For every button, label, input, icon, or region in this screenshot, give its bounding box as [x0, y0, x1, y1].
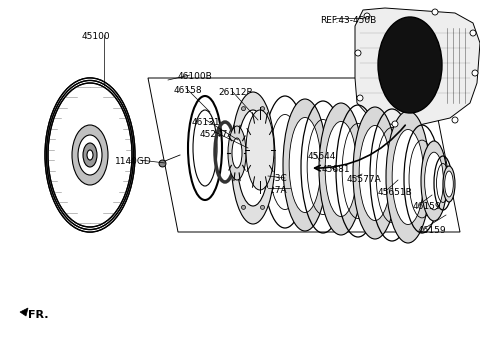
- Text: 46159: 46159: [418, 226, 446, 235]
- Ellipse shape: [289, 118, 321, 213]
- Circle shape: [364, 13, 370, 19]
- Ellipse shape: [392, 129, 424, 225]
- Ellipse shape: [72, 125, 108, 185]
- Ellipse shape: [359, 126, 391, 221]
- Circle shape: [357, 95, 363, 101]
- Circle shape: [261, 107, 264, 111]
- Circle shape: [241, 205, 245, 209]
- Ellipse shape: [425, 152, 444, 210]
- Text: 45577A: 45577A: [347, 175, 382, 184]
- Polygon shape: [20, 308, 28, 316]
- Circle shape: [232, 156, 236, 160]
- Text: 45643C: 45643C: [253, 174, 288, 183]
- Circle shape: [432, 9, 438, 15]
- Text: 45681: 45681: [322, 165, 350, 174]
- Ellipse shape: [78, 135, 102, 175]
- Circle shape: [452, 117, 458, 123]
- Polygon shape: [355, 8, 480, 126]
- Circle shape: [261, 205, 264, 209]
- Ellipse shape: [444, 171, 453, 197]
- Ellipse shape: [45, 78, 135, 232]
- Ellipse shape: [83, 143, 97, 167]
- Text: 45247A: 45247A: [200, 130, 235, 139]
- Circle shape: [472, 70, 478, 76]
- Text: 45527A: 45527A: [253, 186, 288, 195]
- Ellipse shape: [54, 93, 126, 217]
- Ellipse shape: [319, 103, 363, 235]
- Text: 45100: 45100: [82, 32, 110, 41]
- Text: 46100B: 46100B: [178, 72, 213, 81]
- Circle shape: [470, 30, 476, 36]
- Ellipse shape: [87, 150, 93, 160]
- Text: 46158: 46158: [174, 86, 203, 95]
- Circle shape: [270, 156, 274, 160]
- Text: 26112B: 26112B: [218, 88, 252, 97]
- Ellipse shape: [246, 110, 274, 190]
- Ellipse shape: [237, 110, 269, 206]
- Text: 45651B: 45651B: [378, 188, 413, 197]
- Ellipse shape: [421, 141, 447, 221]
- Text: 46159: 46159: [413, 202, 442, 211]
- Ellipse shape: [228, 126, 246, 180]
- Circle shape: [355, 50, 361, 56]
- Ellipse shape: [283, 99, 327, 231]
- Ellipse shape: [386, 111, 430, 243]
- Circle shape: [392, 121, 398, 127]
- Text: 1140GD: 1140GD: [115, 157, 152, 166]
- Ellipse shape: [353, 107, 397, 239]
- Ellipse shape: [443, 166, 455, 202]
- Text: FR.: FR.: [28, 310, 48, 320]
- Circle shape: [241, 107, 245, 111]
- Ellipse shape: [232, 138, 242, 168]
- Ellipse shape: [325, 121, 357, 216]
- Text: 45644: 45644: [308, 152, 336, 161]
- Text: REF.43-450B: REF.43-450B: [320, 16, 376, 25]
- Ellipse shape: [231, 92, 275, 224]
- Ellipse shape: [378, 17, 442, 113]
- Text: 46131: 46131: [192, 118, 221, 127]
- Ellipse shape: [48, 83, 132, 227]
